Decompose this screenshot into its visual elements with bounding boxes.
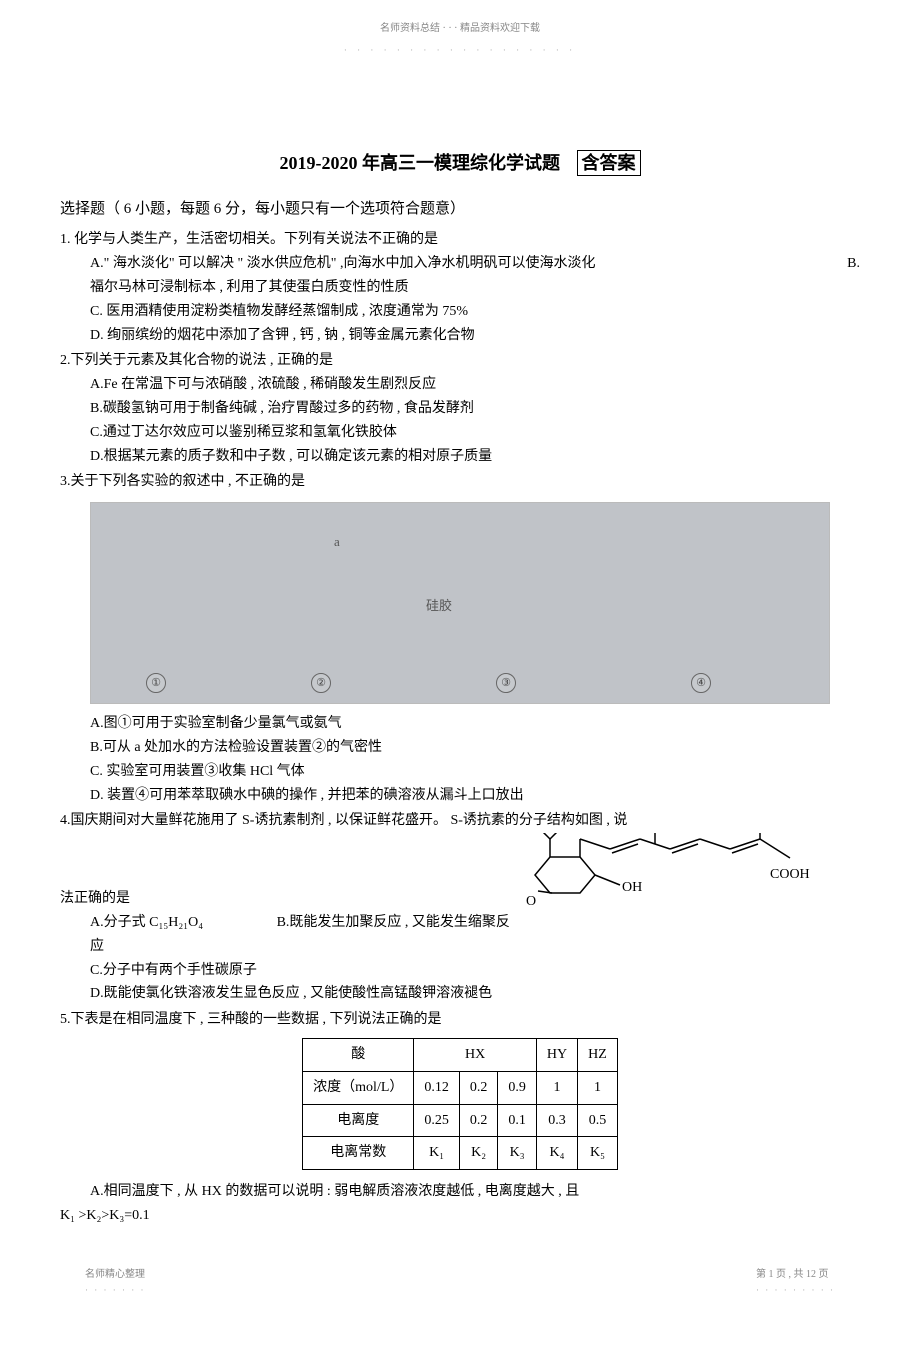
footer-right-dots: · · · · · · · · · <box>756 1283 835 1298</box>
q2-stem: 2.下列关于元素及其化合物的说法 , 正确的是 <box>60 349 860 373</box>
q1-stem: 1. 化学与人类生产，生活密切相关。下列有关说法不正确的是 <box>60 228 860 252</box>
document-title: 2019-2020 年高三一模理综化学试题 含答案 <box>60 148 860 179</box>
q1-optB-label: B. <box>847 252 860 276</box>
q1-optD: D. 绚丽缤纷的烟花中添加了含钾 , 钙 , 钠 , 铜等金属元素化合物 <box>90 324 860 348</box>
th-acid: 酸 <box>303 1038 414 1071</box>
cell: K₅ <box>578 1137 618 1170</box>
q3-figure-a-label: a <box>334 531 340 553</box>
cell: 1 <box>578 1071 618 1104</box>
q2-optA: A.Fe 在常温下可与浓硝酸 , 浓硫酸 , 稀硝酸发生剧烈反应 <box>90 373 860 397</box>
footer-left-dots: · · · · · · · <box>85 1283 145 1298</box>
q3-optA: A.图①可用于实验室制备少量氯气或氨气 <box>90 712 860 736</box>
q4-stem: 4.国庆期间对大量鲜花施用了 S-诱抗素制剂 , 以保证鲜花盛开。 S-诱抗素的… <box>60 809 860 833</box>
doc-header-line1: 名师资料总结 · · · 精品资料欢迎下载 <box>60 20 860 37</box>
q4-optC: C.分子中有两个手性碳原子 <box>90 959 860 983</box>
svg-text:OH: OH <box>622 880 642 895</box>
q3-figure-label-4: ④ <box>691 673 711 693</box>
q3-figure-label-2: ② <box>311 673 331 693</box>
title-tag: 含答案 <box>577 150 641 176</box>
question-5: 5.下表是在相同温度下 , 三种酸的一些数据 , 下列说法正确的是 酸 HX H… <box>60 1008 860 1228</box>
q3-optD: D. 装置④可用苯萃取碘水中碘的操作 , 并把苯的碘溶液从漏斗上口放出 <box>90 784 860 808</box>
footer-right-text: 第 1 页 , 共 12 页 <box>756 1266 835 1283</box>
cell: 1 <box>536 1071 577 1104</box>
question-3: 3.关于下列各实验的叙述中 , 不正确的是 a 硅胶 ① ② ③ ④ A.图①可… <box>60 470 860 807</box>
cell: 0.2 <box>459 1071 498 1104</box>
cell: K₂ <box>459 1137 498 1170</box>
q3-optB: B.可从 a 处加水的方法检验设置装置②的气密性 <box>90 736 860 760</box>
q5-stem: 5.下表是在相同温度下 , 三种酸的一些数据 , 下列说法正确的是 <box>60 1008 860 1032</box>
table-row: 酸 HX HY HZ <box>303 1038 618 1071</box>
cell: 0.3 <box>536 1104 577 1137</box>
footer-right: 第 1 页 , 共 12 页 · · · · · · · · · <box>756 1266 835 1298</box>
cell: 0.12 <box>414 1071 460 1104</box>
q1-optB-text: 福尔马林可浸制标本 , 利用了其使蛋白质变性的性质 <box>90 276 860 300</box>
title-main: 2019-2020 年高三一模理综化学试题 <box>280 153 561 173</box>
th-hz: HZ <box>578 1038 618 1071</box>
q2-optD: D.根据某元素的质子数和中子数 , 可以确定该元素的相对原子质量 <box>90 445 860 469</box>
question-4: 4.国庆期间对大量鲜花施用了 S-诱抗素制剂 , 以保证鲜花盛开。 S-诱抗素的… <box>60 809 860 1006</box>
q2-optC: C.通过丁达尔效应可以鉴别稀豆浆和氢氧化铁胶体 <box>90 421 860 445</box>
footer-left: 名师精心整理 · · · · · · · <box>85 1266 145 1298</box>
question-1: 1. 化学与人类生产，生活密切相关。下列有关说法不正确的是 A." 海水淡化" … <box>60 228 860 347</box>
cell: 0.9 <box>498 1071 537 1104</box>
cell: 0.2 <box>459 1104 498 1137</box>
section-heading: 选择题（ 6 小题，每题 6 分，每小题只有一个选项符合题意） <box>60 197 860 223</box>
table-row: 浓度（mol/L） 0.12 0.2 0.9 1 1 <box>303 1071 618 1104</box>
cell: K₃ <box>498 1137 537 1170</box>
q3-figure-label-3: ③ <box>496 673 516 693</box>
q5-optA-line2: K₁ >K₂>K₃=0.1 <box>60 1204 860 1228</box>
th-hy: HY <box>536 1038 577 1071</box>
q3-optC: C. 实验室可用装置③收集 HCl 气体 <box>90 760 860 784</box>
q5-optA-line1: A.相同温度下 , 从 HX 的数据可以说明 : 弱电解质溶液浓度越低 , 电离… <box>90 1180 860 1204</box>
q4-optAB-row: A.分子式 C₁₅H₂₁O₄ B.既能发生加聚反应 , 又能发生缩聚反应 <box>90 911 860 959</box>
structure-svg: O OH COOH <box>520 833 860 913</box>
cell: 0.25 <box>414 1104 460 1137</box>
q3-figure-silica: 硅胶 <box>426 595 452 617</box>
cell: 0.1 <box>498 1104 537 1137</box>
cell: 0.5 <box>578 1104 618 1137</box>
footer-left-text: 名师精心整理 <box>85 1266 145 1283</box>
cell: 电离度 <box>303 1104 414 1137</box>
q1-optA-row: A." 海水淡化" 可以解决 " 淡水供应危机" ,向海水中加入净水机明矾可以使… <box>90 252 860 276</box>
q4-optA: A.分子式 C₁₅H₂₁O₄ <box>90 915 203 930</box>
table-row: 电离度 0.25 0.2 0.1 0.3 0.5 <box>303 1104 618 1137</box>
q3-figure: a 硅胶 ① ② ③ ④ <box>90 502 830 704</box>
svg-text:COOH: COOH <box>770 867 810 882</box>
cell: K₁ <box>414 1137 460 1170</box>
q1-optC: C. 医用酒精使用淀粉类植物发酵经蒸馏制成 , 浓度通常为 75% <box>90 300 860 324</box>
q5-table: 酸 HX HY HZ 浓度（mol/L） 0.12 0.2 0.9 1 1 电离… <box>302 1038 618 1170</box>
doc-header-line2: · · · · · · · · · · · · · · · · · · <box>60 43 860 58</box>
question-2: 2.下列关于元素及其化合物的说法 , 正确的是 A.Fe 在常温下可与浓硝酸 ,… <box>60 349 860 468</box>
table-row: 电离常数 K₁ K₂ K₃ K₄ K₅ <box>303 1137 618 1170</box>
cell: K₄ <box>536 1137 577 1170</box>
cell: 电离常数 <box>303 1137 414 1170</box>
q2-optB: B.碳酸氢钠可用于制备纯碱 , 治疗胃酸过多的药物 , 食品发酵剂 <box>90 397 860 421</box>
th-hx: HX <box>414 1038 537 1071</box>
q4-optD: D.既能使氯化铁溶液发生显色反应 , 又能使酸性高锰酸钾溶液褪色 <box>90 982 860 1006</box>
q3-stem: 3.关于下列各实验的叙述中 , 不正确的是 <box>60 470 860 494</box>
q3-figure-label-1: ① <box>146 673 166 693</box>
q4-structure-figure: O OH COOH <box>520 833 860 913</box>
svg-text:O: O <box>526 894 536 909</box>
cell: 浓度（mol/L） <box>303 1071 414 1104</box>
q1-optA-text: A." 海水淡化" 可以解决 " 淡水供应危机" ,向海水中加入净水机明矾可以使… <box>90 256 595 271</box>
